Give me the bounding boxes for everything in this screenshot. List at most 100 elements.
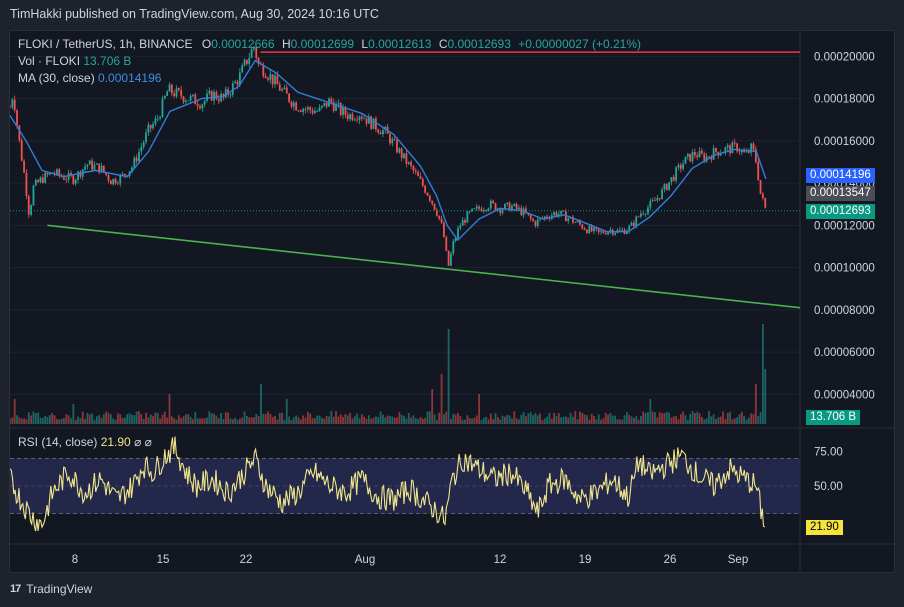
candle-body — [421, 178, 424, 186]
candle-body — [318, 107, 321, 111]
candle-body — [360, 116, 363, 119]
candle-body — [602, 231, 605, 234]
volume-bar — [405, 418, 408, 424]
volume-bar — [494, 413, 497, 424]
volume-bar — [356, 413, 359, 424]
candle-body — [201, 104, 204, 109]
candle-body — [677, 164, 680, 168]
volume-bar — [478, 394, 480, 424]
volume-bar — [586, 415, 588, 424]
volume-bar — [398, 412, 401, 424]
candle-body — [686, 153, 689, 157]
volume-bar — [532, 415, 534, 424]
volume-bars — [10, 324, 767, 424]
volume-bar — [124, 417, 126, 424]
candle-body — [431, 200, 434, 204]
candle-body — [515, 203, 518, 209]
candle-body — [679, 164, 682, 169]
volume-bar — [173, 418, 176, 424]
volume-bar — [166, 417, 169, 424]
candle-body — [750, 143, 753, 153]
candle-body — [72, 175, 75, 184]
volume-bar — [224, 412, 227, 424]
volume-bar — [696, 411, 699, 424]
candle-body — [618, 229, 621, 231]
candle-body — [628, 225, 631, 231]
time-tick-label: 26 — [664, 554, 677, 566]
volume-bar — [367, 415, 370, 424]
volume-bar — [335, 411, 337, 424]
volume-bar — [738, 414, 741, 424]
volume-bar — [736, 417, 738, 424]
candle-body — [304, 109, 307, 110]
candle-body — [635, 216, 638, 227]
volume-bar — [717, 417, 720, 424]
volume-bar — [32, 411, 35, 424]
candle-body — [391, 139, 394, 144]
volume-bar — [583, 414, 586, 424]
candle-body — [234, 81, 237, 84]
candle-body — [520, 207, 523, 216]
candle-body — [761, 193, 764, 198]
candle-body — [346, 114, 349, 120]
volume-bar — [248, 417, 251, 424]
volume-bar — [506, 414, 509, 424]
volume-bar — [433, 414, 436, 424]
volume-bar — [330, 411, 333, 424]
volume-bar — [482, 417, 485, 424]
candle-body — [567, 218, 570, 222]
time-tick-label: Aug — [355, 554, 375, 566]
candle-body — [621, 229, 624, 231]
volume-bar — [520, 414, 523, 424]
candle-body — [548, 218, 551, 219]
rsi-hide-icon-2[interactable]: ⌀ — [144, 435, 152, 449]
volume-bar — [48, 414, 51, 424]
volume-bar — [257, 416, 260, 424]
candle-body — [534, 221, 537, 226]
candle-body — [271, 74, 274, 85]
volume-bar — [72, 404, 75, 424]
candle-body — [661, 189, 663, 200]
volume-bar — [304, 417, 307, 424]
volume-bar — [677, 419, 680, 424]
candle-body — [309, 107, 312, 111]
volume-bar — [86, 413, 89, 424]
rsi-hide-icon[interactable]: ⌀ — [134, 435, 142, 449]
candle-body — [757, 161, 760, 181]
change-value: +0.00000027 (+0.21%) — [518, 37, 641, 51]
prev-price-tag: 0.00013547 — [806, 186, 875, 201]
volume-bar — [37, 412, 40, 424]
open-value: 0.00012666 — [211, 37, 275, 51]
ma-label: MA (30, close) — [18, 71, 95, 85]
volume-bar — [708, 411, 710, 424]
volume-bar — [295, 415, 298, 424]
candle-body — [229, 94, 232, 96]
volume-bar — [353, 416, 356, 424]
volume-bar — [511, 418, 513, 424]
volume-bar — [245, 415, 248, 424]
candle-body — [588, 226, 591, 234]
volume-bar — [635, 416, 638, 424]
volume-bar — [656, 417, 659, 424]
candle-body — [269, 74, 272, 80]
volume-bar — [597, 414, 600, 424]
volume-bar — [389, 416, 391, 424]
volume-label: Vol · FLOKI — [18, 54, 81, 68]
candle-body — [215, 91, 218, 99]
volume-bar — [560, 417, 563, 424]
time-axis: 8 15 22 Aug 12 19 26 Sep — [72, 554, 748, 566]
price-chart[interactable]: 0.000200000.000180000.000160000.00014000… — [10, 31, 894, 572]
candle-body — [241, 65, 244, 73]
price-tick-label: 0.00004000 — [814, 389, 875, 401]
footer-brand[interactable]: 17 TradingView — [10, 582, 92, 596]
candle-body — [597, 229, 600, 233]
volume-bar — [121, 418, 124, 424]
volume-bar — [318, 415, 321, 424]
candle-body — [163, 96, 166, 99]
volume-bar — [607, 414, 609, 424]
candle-body — [675, 167, 678, 181]
chart-frame[interactable]: 0.00020000 0.00018000 0.00016000 0.00014000… — [9, 30, 895, 573]
candle-body — [170, 84, 173, 94]
candle-body — [614, 232, 617, 235]
volume-bar — [740, 411, 743, 424]
